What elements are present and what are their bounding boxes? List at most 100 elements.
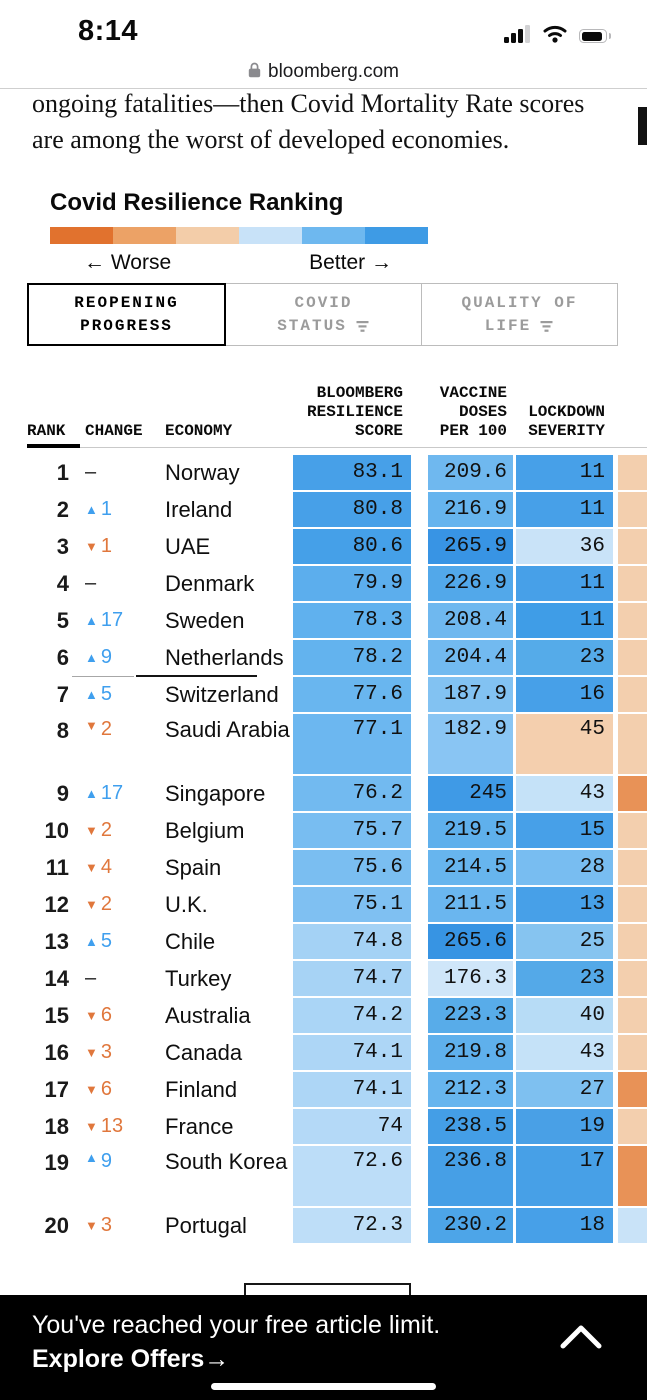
vaccine-doses-cell: 209.6 [428, 455, 513, 490]
change-arrow-icon: ▼ [85, 1082, 98, 1097]
clipped-next-column-cell [618, 1035, 647, 1070]
paywall-message: You've reached your free article limit. … [32, 1311, 441, 1373]
lockdown-severity-cell: 25 [516, 924, 613, 959]
row-divider [72, 676, 134, 677]
clipped-next-column-cell [618, 1146, 647, 1206]
header-change: CHANGE [85, 422, 143, 440]
rank-change: ▲ 9 [85, 1150, 112, 1172]
lockdown-severity-cell: 43 [516, 776, 613, 811]
table-row: 6 ▲ 9 Netherlands 78.2 204.4 23 [0, 640, 647, 675]
table-row: 17 ▼ 6 Finland 74.1 212.3 27 [0, 1072, 647, 1107]
rank-change: ▲ 17 [85, 782, 124, 804]
filter-icon [356, 320, 369, 332]
economy-name: South Korea [165, 1149, 288, 1174]
lockdown-severity-cell: 40 [516, 998, 613, 1033]
clipped-next-column-cell [618, 1208, 647, 1243]
explore-offers-link[interactable]: Explore Offers [32, 1345, 205, 1373]
resilience-score-cell: 80.6 [293, 529, 411, 564]
economy-name: Spain [165, 855, 222, 880]
vaccine-doses-cell: 236.8 [428, 1146, 513, 1206]
filter-icon [540, 320, 553, 332]
change-arrow-icon: ▲ [85, 1150, 98, 1165]
clipped-next-column-cell [618, 1109, 647, 1144]
tab-covid-status[interactable]: COVID STATUS [226, 283, 422, 346]
table-row: 1 – Norway 83.1 209.6 11 [0, 455, 647, 490]
clipped-next-column-cell [618, 714, 647, 774]
collapse-banner-button[interactable] [559, 1322, 603, 1352]
home-indicator[interactable] [211, 1383, 436, 1390]
resilience-score-cell: 75.6 [293, 850, 411, 885]
header-lockdown-severity: LOCKDOWN SEVERITY [528, 403, 605, 440]
economy-name: Sweden [165, 608, 245, 633]
lockdown-severity-cell: 28 [516, 850, 613, 885]
lockdown-severity-cell: 16 [516, 677, 613, 712]
rank-value: 8 [56, 718, 69, 743]
table-row: 11 ▼ 4 Spain 75.6 214.5 28 [0, 850, 647, 885]
rank-value: 14 [44, 965, 69, 991]
economy-name: Denmark [165, 571, 255, 596]
rank-value: 6 [56, 644, 69, 670]
change-arrow-icon: ▼ [85, 1008, 98, 1023]
table-row: 2 ▲ 1 Ireland 80.8 216.9 11 [0, 492, 647, 527]
table-row: 3 ▼ 1 UAE 80.6 265.9 36 [0, 529, 647, 564]
rank-value: 10 [44, 817, 69, 843]
economy-name: Australia [165, 1003, 251, 1028]
lockdown-severity-cell: 23 [516, 961, 613, 996]
page-divider [0, 88, 647, 89]
economy-name: Chile [165, 929, 216, 954]
vaccine-doses-cell: 176.3 [428, 961, 513, 996]
clipped-next-column-cell [618, 887, 647, 922]
resilience-score-cell: 74.1 [293, 1072, 411, 1107]
change-arrow-icon: ▲ [85, 687, 98, 702]
vaccine-doses-cell: 223.3 [428, 998, 513, 1033]
vaccine-doses-cell: 230.2 [428, 1208, 513, 1243]
clipped-next-column-cell [618, 529, 647, 564]
resilience-score-cell: 75.1 [293, 887, 411, 922]
scroll-indicator [638, 107, 647, 145]
clipped-next-column-cell [618, 813, 647, 848]
arrow-right-icon[interactable]: → [204, 1345, 230, 1373]
resilience-score-cell: 74.8 [293, 924, 411, 959]
resilience-score-cell: 80.8 [293, 492, 411, 527]
economy-name: France [165, 1114, 234, 1139]
rank-value: 16 [44, 1039, 69, 1065]
resilience-score-cell: 72.3 [293, 1208, 411, 1243]
lockdown-severity-cell: 17 [516, 1146, 613, 1206]
resilience-score-cell: 77.1 [293, 714, 411, 774]
economy-name: Netherlands [165, 645, 284, 670]
lockdown-severity-cell: 27 [516, 1072, 613, 1107]
header-resilience-score: BLOOMBERG RESILIENCE SCORE [306, 384, 403, 440]
clipped-next-column-cell [618, 640, 647, 675]
tab-quality-of-life[interactable]: QUALITY OF LIFE [422, 283, 618, 346]
clipped-next-column-cell [618, 492, 647, 527]
lockdown-severity-cell: 11 [516, 455, 613, 490]
change-arrow-icon: ▼ [85, 860, 98, 875]
vaccine-doses-cell: 211.5 [428, 887, 513, 922]
rank-value: 11 [45, 854, 69, 880]
article-line: are among the worst of developed economi… [32, 125, 510, 154]
rank-change: ▼ 2 [85, 893, 112, 915]
economy-name: Norway [165, 460, 240, 485]
status-bar: 8:14 [0, 0, 647, 56]
rank-change: ▼ 1 [85, 535, 112, 557]
tab-reopening-progress[interactable]: REOPENING PROGRESS [27, 283, 226, 346]
header-underline [80, 447, 647, 448]
table-row: 10 ▼ 2 Belgium 75.7 219.5 15 [0, 813, 647, 848]
rank-change: ▲ 17 [85, 609, 124, 631]
color-scale-segment [239, 227, 302, 244]
table-header: RANK CHANGE ECONOMY BLOOMBERG RESILIENCE… [0, 384, 647, 441]
vaccine-doses-cell: 187.9 [428, 677, 513, 712]
url-bar[interactable]: bloomberg.com [0, 56, 647, 88]
table-row: 15 ▼ 6 Australia 74.2 223.3 40 [0, 998, 647, 1033]
rank-change: ▼ 3 [85, 1041, 112, 1063]
vaccine-doses-cell: 182.9 [428, 714, 513, 774]
economy-name: Finland [165, 1077, 238, 1102]
lockdown-severity-cell: 15 [516, 813, 613, 848]
lockdown-severity-cell: 45 [516, 714, 613, 774]
change-arrow-icon: ▼ [85, 897, 98, 912]
economy-name: Saudi Arabia [165, 717, 290, 742]
rank-change: – [85, 566, 141, 601]
table-row: 4 – Denmark 79.9 226.9 11 [0, 566, 647, 601]
clipped-next-column-cell [618, 850, 647, 885]
clipped-next-column-cell [618, 455, 647, 490]
